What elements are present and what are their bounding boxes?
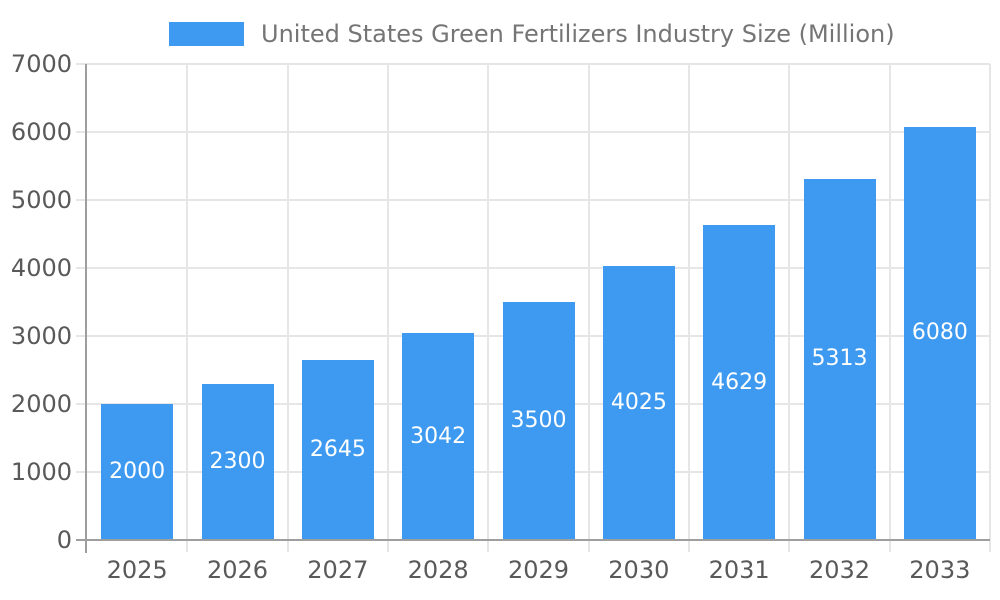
gridline-horizontal [87,199,990,201]
y-axis-tick-label: 5000 [10,186,72,214]
y-axis-tick-label: 3000 [10,322,72,350]
bar: 5313 [803,178,876,540]
y-axis-tick [76,335,87,337]
bar: 4025 [602,266,675,540]
x-axis-tick-label: 2026 [206,556,269,584]
y-axis-tick [76,131,87,133]
x-axis-tick-label: 2031 [708,556,770,584]
gridline-vertical [487,64,490,540]
x-axis-tick-label: 2027 [307,556,369,584]
gridline-vertical [688,64,690,540]
y-axis-line [85,64,87,553]
legend-label: United States Green Fertilizers Industry… [261,20,895,48]
bar: 2000 [101,404,174,540]
y-axis-tick-label: 1000 [10,458,72,486]
bar-value-label: 6080 [911,320,968,346]
bar: 3042 [402,333,475,540]
x-axis-tick [989,541,991,552]
gridline-vertical [387,64,389,540]
x-axis-tick-label: 2033 [909,556,971,584]
y-axis-tick [76,63,87,65]
gridline-vertical [989,64,991,540]
y-axis-tick [76,267,87,269]
x-axis-tick [688,541,690,552]
y-axis-tick-label: 7000 [10,50,72,78]
x-axis-tick [387,541,389,552]
y-axis-tick-label: 6000 [10,118,72,146]
x-axis-tick [286,541,289,552]
bar-value-label: 2000 [109,459,166,484]
bar-value-label: 3500 [510,408,567,433]
bar-value-label: 2645 [309,437,366,463]
gridline-horizontal [87,63,990,65]
bar: 4629 [703,225,776,540]
y-axis-tick-label: 4000 [10,254,72,282]
gridline-horizontal [87,131,990,133]
y-axis-tick-label: 0 [56,526,72,554]
legend: United States Green Fertilizers Industry… [169,20,895,48]
bar-value-label: 2300 [209,448,266,474]
bar: 2300 [201,383,274,540]
x-axis-tick-label: 2029 [507,556,570,584]
x-axis-tick-label: 2028 [407,556,469,584]
x-axis-tick-label: 2025 [106,556,168,584]
y-axis-tick [76,199,87,201]
gridline-horizontal [87,267,990,269]
y-axis-tick [76,471,87,473]
gridline-vertical [788,64,791,540]
legend-swatch [169,22,244,46]
x-axis-tick-label: 2032 [808,556,871,584]
x-axis-tick [186,541,189,552]
bar: 3500 [502,302,575,540]
gridline-vertical [286,64,289,540]
x-axis-tick [788,541,791,552]
x-axis-tick [888,541,891,552]
bar-value-label: 4629 [711,369,768,395]
bar: 2645 [301,360,374,540]
x-axis-tick-label: 2030 [608,556,670,584]
x-axis-tick [487,541,490,552]
y-axis-tick [76,403,87,405]
bar-value-label: 3042 [410,423,467,449]
bar-value-label: 5313 [811,346,868,372]
bar: 6080 [903,126,976,540]
gridline-vertical [587,64,590,540]
gridline-vertical [186,64,189,540]
x-axis-tick [587,541,590,552]
y-axis-tick-label: 2000 [10,390,72,418]
bar-value-label: 4025 [610,390,667,416]
x-axis-line [76,539,990,541]
gridline-vertical [888,64,891,540]
